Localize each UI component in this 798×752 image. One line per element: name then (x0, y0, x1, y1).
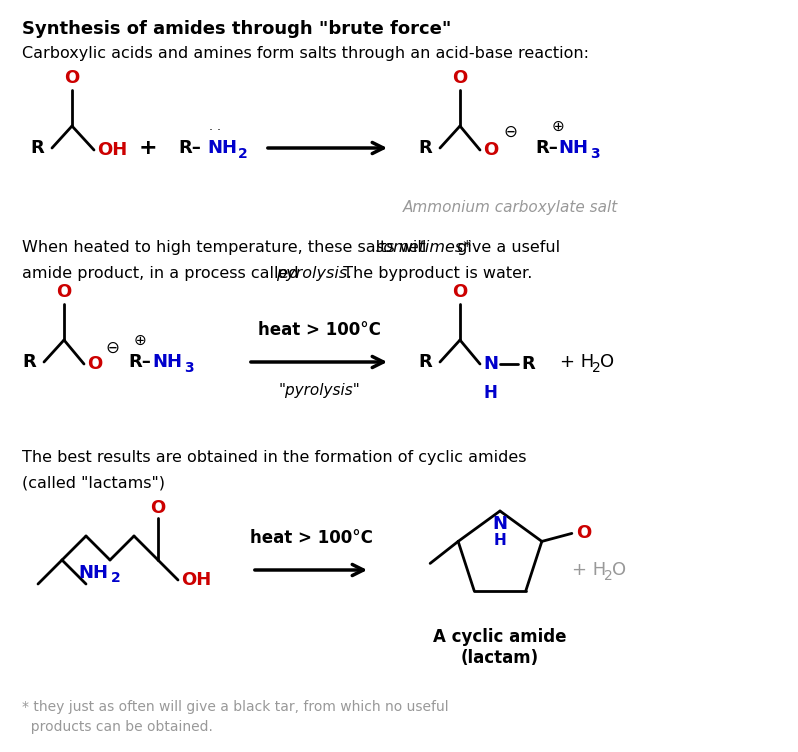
Text: R–: R– (535, 139, 558, 157)
Text: 3: 3 (590, 147, 599, 161)
Text: 2: 2 (592, 361, 601, 375)
Text: heat > 100°C: heat > 100°C (258, 321, 381, 339)
Text: OH: OH (181, 571, 211, 589)
Text: Synthesis of amides through "brute force": Synthesis of amides through "brute force… (22, 20, 452, 38)
Text: + H: + H (560, 353, 595, 371)
Text: R: R (521, 355, 535, 373)
Text: ⊖: ⊖ (503, 123, 517, 141)
Text: 3: 3 (184, 361, 194, 375)
Text: · ·: · · (209, 123, 221, 137)
Text: R: R (418, 139, 432, 157)
Text: Carboxylic acids and amines form salts through an acid-base reaction:: Carboxylic acids and amines form salts t… (22, 46, 589, 61)
Text: R: R (418, 353, 432, 371)
Text: O: O (576, 524, 591, 542)
Text: give a useful: give a useful (452, 240, 560, 255)
Text: pyrolysis.: pyrolysis. (276, 266, 353, 281)
Text: O: O (452, 283, 468, 301)
Text: O: O (483, 141, 498, 159)
Text: 2: 2 (111, 571, 120, 585)
Text: H: H (494, 533, 507, 548)
Text: "pyrolysis": "pyrolysis" (279, 383, 360, 398)
Text: O: O (600, 353, 614, 371)
Text: ⊖: ⊖ (105, 339, 119, 357)
Text: 2: 2 (604, 569, 613, 583)
Text: + H: + H (572, 561, 606, 579)
Text: heat > 100°C: heat > 100°C (250, 529, 373, 547)
Text: The best results are obtained in the formation of cyclic amides: The best results are obtained in the for… (22, 450, 527, 465)
Text: NH: NH (152, 353, 182, 371)
Text: O: O (65, 69, 80, 87)
Text: N: N (492, 515, 508, 533)
Text: * they just as often will give a black tar, from which no useful: * they just as often will give a black t… (22, 700, 448, 714)
Text: N: N (483, 355, 498, 373)
Text: O: O (150, 499, 166, 517)
Text: NH: NH (78, 564, 108, 582)
Text: R: R (30, 139, 44, 157)
Text: ⊕: ⊕ (133, 332, 146, 347)
Text: O: O (452, 69, 468, 87)
Text: O: O (57, 283, 72, 301)
Text: (called "lactams"): (called "lactams") (22, 476, 165, 491)
Text: 2: 2 (238, 147, 247, 161)
Text: A cyclic amide
(lactam): A cyclic amide (lactam) (433, 628, 567, 667)
Text: H: H (483, 384, 497, 402)
Text: products can be obtained.: products can be obtained. (22, 720, 213, 734)
Text: NH: NH (558, 139, 588, 157)
Text: Ammonium carboxylate salt: Ammonium carboxylate salt (402, 200, 618, 215)
Text: +: + (139, 138, 157, 158)
Text: sometimes*: sometimes* (376, 240, 472, 255)
Text: amide product, in a process called: amide product, in a process called (22, 266, 304, 281)
Text: When heated to high temperature, these salts will: When heated to high temperature, these s… (22, 240, 432, 255)
Text: R: R (22, 353, 36, 371)
Text: R–: R– (178, 139, 201, 157)
Text: O: O (612, 561, 626, 579)
Text: The byproduct is water.: The byproduct is water. (338, 266, 532, 281)
Text: OH: OH (97, 141, 127, 159)
Text: ⊕: ⊕ (551, 119, 564, 134)
Text: NH: NH (207, 139, 237, 157)
Text: O: O (87, 355, 102, 373)
Text: R–: R– (128, 353, 151, 371)
